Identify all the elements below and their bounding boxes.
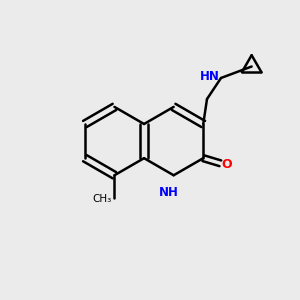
Text: HN: HN [200,70,220,83]
Text: O: O [222,158,232,171]
Text: CH₃: CH₃ [92,194,112,204]
Text: NH: NH [159,186,179,199]
